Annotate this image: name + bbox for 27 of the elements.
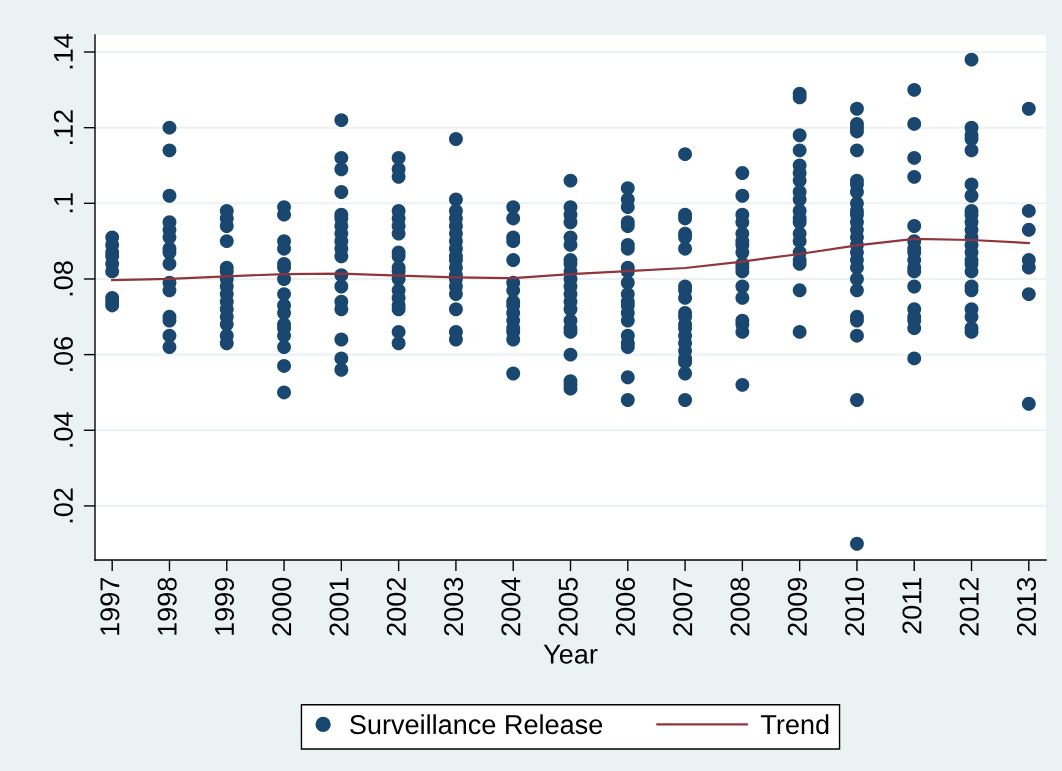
x-tick-label: 2008 [730, 577, 750, 636]
x-tick-label: 2006 [615, 577, 636, 636]
x-tick-label: 2002 [386, 578, 406, 636]
x-tick-label: 2012 [959, 578, 979, 636]
x-tick-label: 2011 [902, 577, 922, 634]
y-tick-label: .02 [53, 488, 73, 523]
x-tick-label: 2013 [1016, 577, 1037, 636]
y-tick-label: .12 [53, 110, 73, 145]
x-tick-label: 2003 [444, 577, 464, 636]
legend-label: Surveillance Release [350, 714, 603, 735]
x-tick-label: 2004 [501, 577, 521, 636]
x-tick-label: 2000 [272, 577, 292, 636]
x-tick-label: 2010 [845, 577, 865, 636]
x-axis-title: Year [543, 644, 598, 664]
y-tick-label: .1 [54, 193, 73, 213]
x-tick-label: 2007 [673, 578, 693, 636]
x-tick-label: 2005 [558, 577, 578, 636]
x-tick-label: 2009 [787, 577, 807, 636]
x-tick-label: 2001 [329, 577, 349, 636]
legend-label: Trend [760, 714, 829, 735]
x-tick-label: 1997 [100, 578, 120, 635]
x-tick-label: 1998 [157, 577, 177, 635]
y-tick-label: .08 [53, 261, 73, 296]
y-tick-label: .14 [54, 33, 73, 69]
y-tick-label: .06 [53, 336, 73, 371]
y-tick-label: .04 [53, 412, 73, 447]
x-tick-label: 1999 [214, 577, 235, 635]
